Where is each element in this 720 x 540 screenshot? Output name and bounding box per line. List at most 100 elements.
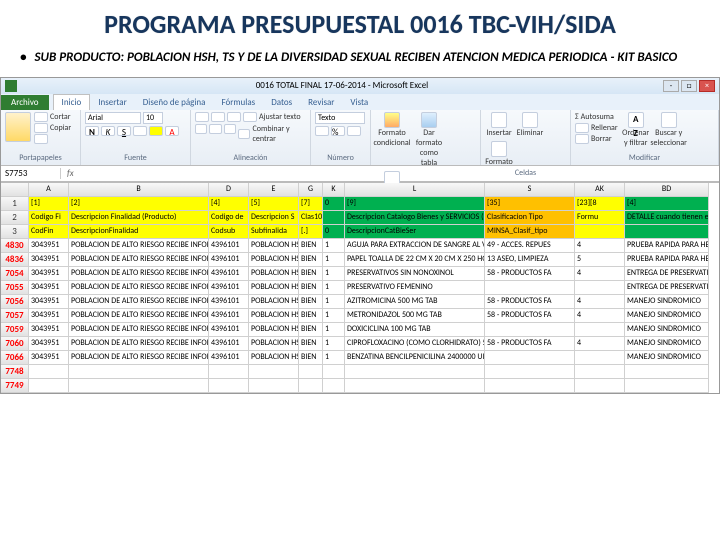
- cell[interactable]: 4396101: [209, 295, 249, 309]
- cell[interactable]: 13 ASEO, LIMPIEZA: [485, 253, 575, 267]
- cell[interactable]: 3043951: [29, 351, 69, 365]
- cell[interactable]: POBLACION DE ALTO RIESGO RECIBE INFOR: [69, 309, 209, 323]
- paste-icon[interactable]: [5, 112, 31, 142]
- cell[interactable]: 58 - PRODUCTOS FA: [485, 337, 575, 351]
- row-header[interactable]: 7056: [1, 295, 29, 309]
- cell[interactable]: 3043951: [29, 309, 69, 323]
- cell[interactable]: POBLACION DE ALTO RIESGO RECIBE INFOR: [69, 351, 209, 365]
- cell[interactable]: 4396101: [209, 351, 249, 365]
- cell[interactable]: [323, 379, 345, 393]
- copy-button[interactable]: Copiar: [34, 123, 71, 133]
- cell[interactable]: Codsub: [209, 225, 249, 239]
- row-header[interactable]: 7055: [1, 281, 29, 295]
- column-header[interactable]: K: [323, 183, 345, 197]
- file-tab[interactable]: Archivo: [1, 95, 49, 110]
- cell[interactable]: [575, 281, 625, 295]
- percent-icon[interactable]: %: [331, 126, 345, 136]
- cell[interactable]: 58 - PRODUCTOS FA: [485, 295, 575, 309]
- tab-inicio[interactable]: Inicio: [53, 94, 91, 110]
- cell[interactable]: [625, 365, 709, 379]
- cell[interactable]: [299, 365, 323, 379]
- cell[interactable]: 3043951: [29, 323, 69, 337]
- row-header[interactable]: 7066: [1, 351, 29, 365]
- cell[interactable]: MANEJO SINDROMICO: [625, 295, 709, 309]
- cell[interactable]: 4396101: [209, 309, 249, 323]
- cell[interactable]: POBLACION HS: [249, 295, 299, 309]
- find-icon[interactable]: [661, 112, 677, 128]
- cell[interactable]: POBLACION DE ALTO RIESGO RECIBE INFOR: [69, 295, 209, 309]
- cell[interactable]: MANEJO SINDROMICO: [625, 309, 709, 323]
- cell[interactable]: Clas10: [299, 211, 323, 225]
- cell[interactable]: [35]: [485, 197, 575, 211]
- align-center-icon[interactable]: [209, 124, 221, 134]
- cell[interactable]: MANEJO SINDROMICO: [625, 323, 709, 337]
- row-header[interactable]: 2: [1, 211, 29, 225]
- cell[interactable]: DescripcionFinalidad: [69, 225, 209, 239]
- font-size-select[interactable]: 10: [143, 112, 163, 124]
- merge-button[interactable]: Combinar y centrar: [238, 124, 306, 144]
- cell[interactable]: PRUEBA RAPIDA PARA HEPATITIS: [625, 253, 709, 267]
- cell[interactable]: 49 - ACCES. REPUES: [485, 239, 575, 253]
- fill-color-button[interactable]: [149, 126, 163, 136]
- cell[interactable]: POBLACION DE ALTO RIESGO RECIBE INFOR: [69, 281, 209, 295]
- cell[interactable]: [485, 281, 575, 295]
- cell[interactable]: DescripcionCatBieSer: [345, 225, 485, 239]
- tab-datos[interactable]: Datos: [263, 95, 300, 110]
- format-icon[interactable]: [491, 141, 507, 157]
- column-header[interactable]: D: [209, 183, 249, 197]
- cell[interactable]: BIEN: [299, 253, 323, 267]
- font-name-select[interactable]: Arial: [85, 112, 141, 124]
- cell[interactable]: [1]: [29, 197, 69, 211]
- delete-icon[interactable]: [522, 112, 538, 128]
- sort-filter-icon[interactable]: AZ: [628, 112, 644, 128]
- cell[interactable]: 1: [323, 267, 345, 281]
- cell[interactable]: 4396101: [209, 253, 249, 267]
- cell[interactable]: MANEJO SINDROMICO: [625, 337, 709, 351]
- cell[interactable]: Descripcion S: [249, 211, 299, 225]
- cell[interactable]: POBLACION HS: [249, 281, 299, 295]
- cell[interactable]: PRESERVATIVOS SIN NONOXINOL: [345, 267, 485, 281]
- cell[interactable]: POBLACION DE ALTO RIESGO RECIBE INFOR: [69, 267, 209, 281]
- cell[interactable]: BIEN: [299, 267, 323, 281]
- cell[interactable]: Clasificacion Tipo: [485, 211, 575, 225]
- cell[interactable]: [575, 365, 625, 379]
- cell[interactable]: [7]: [299, 197, 323, 211]
- cell[interactable]: 3043951: [29, 295, 69, 309]
- font-color-button[interactable]: A: [165, 126, 179, 136]
- row-header[interactable]: 7059: [1, 323, 29, 337]
- cell[interactable]: BIEN: [299, 337, 323, 351]
- cell[interactable]: 4: [575, 337, 625, 351]
- cell[interactable]: CIPROFLOXACINO (COMO CLORHIDRATO) 500 MG…: [345, 337, 485, 351]
- maximize-button[interactable]: □: [681, 80, 697, 92]
- cell[interactable]: [485, 365, 575, 379]
- tab-revisar[interactable]: Revisar: [300, 95, 342, 110]
- cell[interactable]: [4]: [625, 197, 709, 211]
- cell[interactable]: POBLACION DE ALTO RIESGO RECIBE INFOR: [69, 253, 209, 267]
- cell[interactable]: 4: [575, 267, 625, 281]
- row-header[interactable]: 7054: [1, 267, 29, 281]
- tab-vista[interactable]: Vista: [342, 95, 376, 110]
- cell[interactable]: POBLACION HS: [249, 309, 299, 323]
- cut-button[interactable]: Cortar: [34, 112, 71, 122]
- cell[interactable]: CodFin: [29, 225, 69, 239]
- cell[interactable]: PRUEBA RAPIDA PARA HEPATITIS: [625, 239, 709, 253]
- cell[interactable]: 4396101: [209, 267, 249, 281]
- tab-insertar[interactable]: Insertar: [90, 95, 135, 110]
- cell[interactable]: 0: [323, 225, 345, 239]
- name-box[interactable]: S7753: [1, 168, 61, 179]
- column-header[interactable]: [1, 183, 29, 197]
- cell[interactable]: 1: [323, 281, 345, 295]
- cell[interactable]: PRESERVATIVO FEMENINO: [345, 281, 485, 295]
- cell[interactable]: BIEN: [299, 281, 323, 295]
- row-header[interactable]: 7057: [1, 309, 29, 323]
- cell[interactable]: POBLACION DE ALTO RIESGO RECIBE INFOR: [69, 337, 209, 351]
- column-header[interactable]: G: [299, 183, 323, 197]
- cell[interactable]: MINSA_Clasif_tipo: [485, 225, 575, 239]
- cell[interactable]: 4396101: [209, 281, 249, 295]
- bold-button[interactable]: N: [85, 126, 99, 136]
- cell[interactable]: [485, 379, 575, 393]
- cell[interactable]: 3043951: [29, 267, 69, 281]
- cell[interactable]: [575, 225, 625, 239]
- fx-icon[interactable]: fx: [61, 168, 80, 179]
- cell[interactable]: 58 - PRODUCTOS FA: [485, 267, 575, 281]
